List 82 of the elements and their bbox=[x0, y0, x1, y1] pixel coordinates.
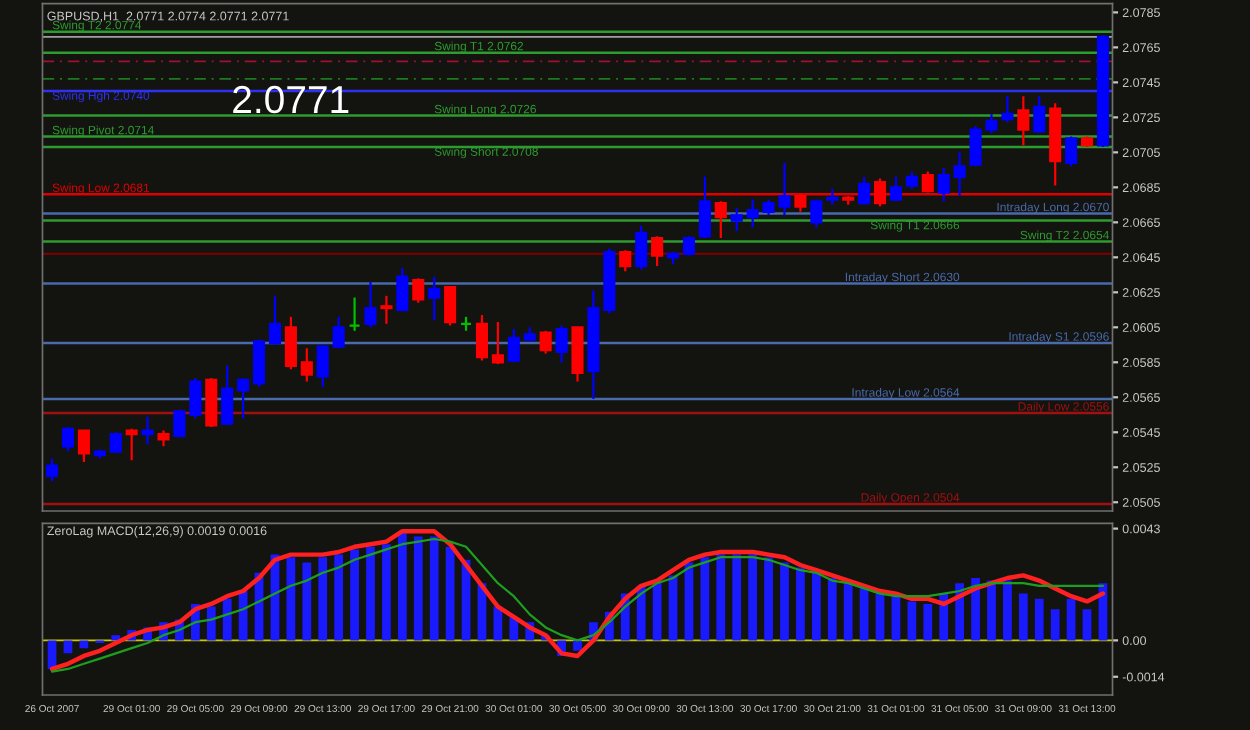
candlestick bbox=[189, 376, 202, 420]
candlestick bbox=[428, 275, 441, 322]
bar bbox=[509, 616, 519, 641]
bar bbox=[843, 583, 853, 641]
bar bbox=[429, 536, 439, 641]
candlestick bbox=[332, 315, 345, 350]
bar bbox=[923, 603, 933, 641]
candlestick bbox=[173, 408, 186, 439]
annotation: 2.0771 bbox=[233, 85, 349, 114]
bar bbox=[716, 554, 726, 641]
bar bbox=[222, 598, 232, 641]
bar bbox=[1034, 598, 1044, 641]
candlestick bbox=[268, 294, 282, 346]
candlestick bbox=[889, 175, 902, 203]
candlestick bbox=[858, 175, 871, 206]
candlestick bbox=[730, 207, 743, 233]
candlestick bbox=[300, 347, 313, 383]
candlestick bbox=[937, 166, 950, 203]
bar bbox=[987, 580, 996, 641]
candlestick bbox=[1017, 95, 1030, 147]
bar bbox=[302, 562, 312, 641]
candlestick bbox=[698, 175, 711, 240]
candlestick bbox=[682, 235, 695, 257]
candlestick bbox=[348, 296, 361, 332]
candlestick bbox=[507, 327, 520, 364]
bar bbox=[334, 554, 344, 641]
bar bbox=[827, 577, 837, 641]
bar bbox=[238, 590, 248, 641]
bar bbox=[63, 640, 73, 654]
candlestick bbox=[714, 200, 727, 240]
bar bbox=[748, 554, 758, 641]
candlestick bbox=[221, 364, 234, 427]
bar bbox=[79, 640, 89, 649]
bar bbox=[318, 557, 328, 641]
candlestick bbox=[364, 280, 377, 329]
candlestick bbox=[46, 457, 59, 483]
candlestick bbox=[475, 313, 489, 362]
bar bbox=[1050, 609, 1060, 641]
bar bbox=[811, 572, 821, 641]
candlestick bbox=[491, 320, 504, 366]
bar bbox=[780, 562, 789, 641]
candlestick bbox=[953, 151, 966, 198]
candlestick bbox=[651, 235, 664, 268]
candlestick bbox=[635, 224, 648, 271]
candlestick bbox=[125, 427, 138, 462]
candlestick bbox=[1001, 95, 1014, 124]
bar bbox=[397, 531, 407, 641]
candlestick bbox=[444, 285, 457, 327]
candlestick bbox=[1033, 95, 1046, 135]
candlestick bbox=[555, 324, 568, 364]
candlestick bbox=[77, 429, 90, 464]
candlestick bbox=[396, 266, 409, 313]
candlestick bbox=[284, 315, 297, 371]
bar bbox=[732, 554, 742, 641]
candlestick bbox=[141, 415, 154, 446]
bar bbox=[1066, 598, 1076, 641]
bar bbox=[796, 567, 805, 641]
candlestick bbox=[810, 198, 823, 229]
bar bbox=[206, 606, 216, 641]
candlestick bbox=[61, 425, 75, 453]
candlestick bbox=[237, 376, 250, 420]
bar bbox=[111, 635, 121, 641]
candlestick bbox=[571, 326, 584, 383]
candlestick bbox=[1065, 135, 1078, 168]
candlestick bbox=[316, 343, 329, 388]
candlestick bbox=[921, 170, 934, 194]
bar bbox=[1082, 609, 1092, 641]
candlestick bbox=[873, 177, 887, 208]
bar bbox=[907, 601, 917, 641]
bar bbox=[350, 549, 359, 641]
bar bbox=[1003, 580, 1012, 641]
candlestick bbox=[253, 338, 266, 388]
candlestick bbox=[380, 294, 393, 325]
candlestick bbox=[619, 249, 632, 273]
bar bbox=[764, 557, 773, 641]
candlestick bbox=[412, 277, 425, 304]
candlestick bbox=[205, 376, 218, 429]
bar bbox=[413, 536, 423, 641]
candlestick bbox=[746, 198, 759, 229]
bar bbox=[382, 544, 391, 641]
bar bbox=[366, 546, 375, 641]
bar bbox=[1018, 593, 1028, 641]
